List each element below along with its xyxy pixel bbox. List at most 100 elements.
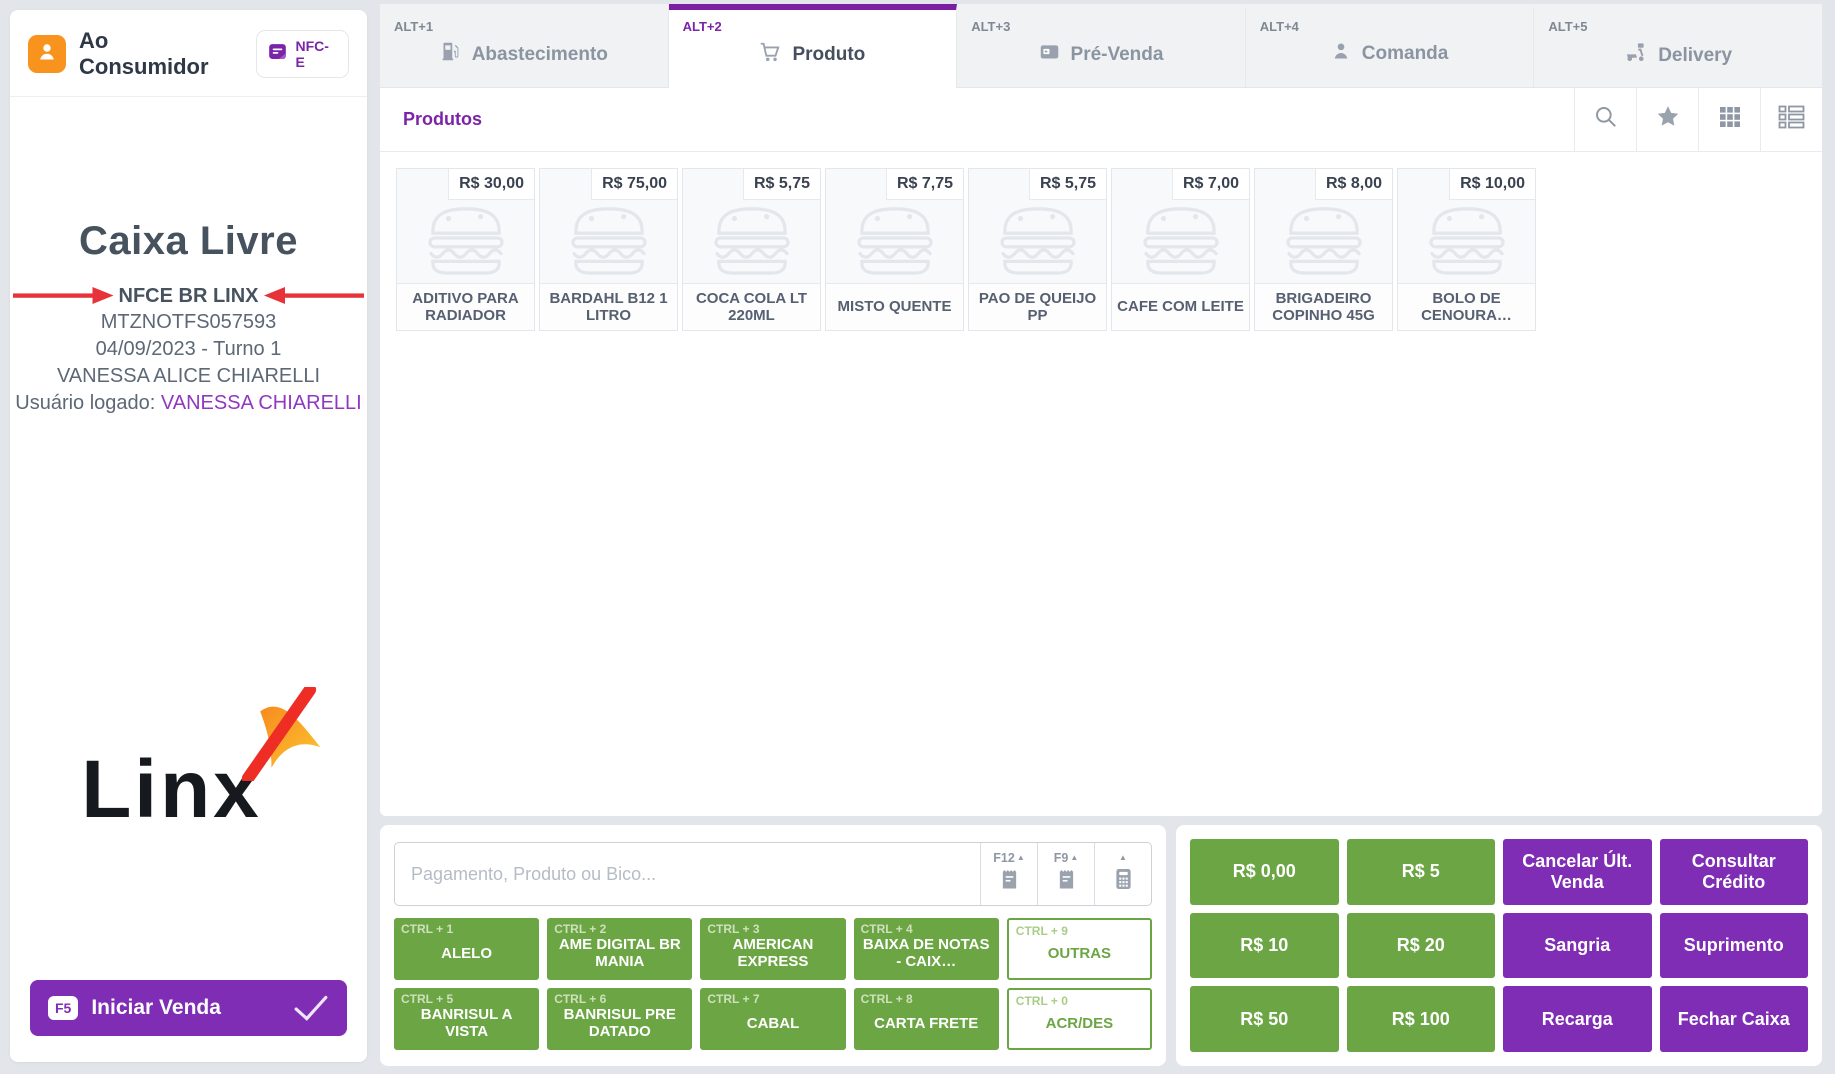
product-card[interactable]: R$ 7,75 MISTO QUENTE [825, 168, 964, 331]
tab-delivery[interactable]: ALT+5 Delivery [1534, 4, 1822, 87]
shortcut-label: CTRL + 1 [401, 922, 454, 936]
cash-value-button-50[interactable]: R$ 50 [1190, 986, 1339, 1052]
cash-value-button-100[interactable]: R$ 100 [1346, 986, 1495, 1052]
product-card[interactable]: R$ 75,00 BARDAHL B12 1 LITRO [539, 168, 678, 331]
command-input-row: F12▲ F9▲ ▲ [394, 842, 1152, 906]
payment-button-ame-digital[interactable]: CTRL + 2 AME DIGITAL BR MANIA [547, 918, 693, 980]
burger-icon [397, 195, 534, 283]
triangle-up-icon: ▲ [1016, 853, 1025, 862]
bottom-bar: F12▲ F9▲ ▲ [380, 825, 1822, 1066]
tab-shortcut: ALT+1 [394, 19, 434, 34]
payment-button-carta-frete[interactable]: CTRL + 8 CARTA FRETE [853, 988, 999, 1050]
divider [10, 96, 367, 97]
product-price-badge: R$ 5,75 [1028, 169, 1106, 200]
cash-value-button-20[interactable]: R$ 20 [1346, 912, 1495, 979]
product-price-badge: R$ 7,75 [885, 169, 963, 200]
product-name: BOLO DE CENOURA… [1398, 283, 1535, 330]
product-name: BRIGADEIRO COPINHO 45G [1255, 283, 1392, 330]
grid-view-button[interactable] [1698, 88, 1760, 151]
payment-label: ACR/DES [1045, 1014, 1114, 1032]
burger-icon [1255, 195, 1392, 283]
tab-label: Abastecimento [471, 43, 608, 65]
product-card[interactable]: R$ 30,00 ADITIVO PARA RADIADOR [396, 168, 535, 331]
user-icon [1331, 41, 1351, 67]
f9-receipt-button[interactable]: F9 ▲ [1037, 843, 1094, 905]
f12-receipt-button[interactable]: F12 ▲ [980, 843, 1037, 905]
payment-button-cabal[interactable]: CTRL + 7 CABAL [700, 988, 846, 1050]
payment-label: AME DIGITAL BR MANIA [558, 936, 681, 970]
payment-button-outras[interactable]: CTRL + 9 OUTRAS [1006, 918, 1152, 980]
tab-pre-venda[interactable]: ALT+3 Pré-Venda [957, 4, 1246, 87]
shortcut-label: CTRL + 9 [1015, 924, 1068, 938]
tab-content: Produto [669, 41, 957, 69]
red-arrow-right-icon [13, 287, 114, 305]
recarga-button[interactable]: Recarga [1503, 986, 1652, 1052]
payment-button-banrisul-a-vista[interactable]: CTRL + 5 BANRISUL A VISTA [394, 988, 540, 1050]
product-card[interactable]: R$ 8,00 BRIGADEIRO COPINHO 45G [1254, 168, 1393, 331]
payment-label: AMERICAN EXPRESS [732, 936, 814, 970]
main-area: ALT+1 Abastecimento ALT+2 Produto ALT+3 [380, 4, 1822, 1070]
tab-produto[interactable]: ALT+2 Produto [668, 4, 958, 88]
grid-view-icon [1718, 105, 1742, 134]
receipt-icon [1057, 867, 1076, 896]
product-card[interactable]: R$ 5,75 PAO DE QUEIJO PP [968, 168, 1107, 331]
action-buttons: R$ 0,00 R$ 5 Cancelar Últ. Venda Consult… [1190, 839, 1808, 1052]
cash-value-button-0[interactable]: R$ 0,00 [1190, 839, 1339, 905]
burger-icon [969, 195, 1106, 283]
product-price-badge: R$ 8,00 [1314, 169, 1392, 200]
payment-button-baixa-de-notas[interactable]: CTRL + 4 BAIXA DE NOTAS - CAIX… [853, 918, 999, 980]
cash-value-button-5[interactable]: R$ 5 [1346, 839, 1495, 905]
product-price-badge: R$ 75,00 [591, 169, 677, 200]
cancel-last-sale-button[interactable]: Cancelar Últ. Venda [1503, 839, 1652, 905]
payment-button-american-express[interactable]: CTRL + 3 AMERICAN EXPRESS [700, 918, 846, 980]
product-card[interactable]: R$ 5,75 COCA COLA LT 220ML [682, 168, 821, 331]
suprimento-button[interactable]: Suprimento [1659, 912, 1808, 979]
linx-logo: Linx [81, 683, 321, 841]
product-card[interactable]: R$ 7,00 CAFE COM LEITE [1111, 168, 1250, 331]
red-arrow-left-icon [263, 287, 364, 305]
product-name: ADITIVO PARA RADIADOR [397, 283, 534, 330]
command-input[interactable] [395, 843, 980, 905]
sangria-button[interactable]: Sangria [1503, 912, 1652, 979]
tab-comanda[interactable]: ALT+4 Comanda [1245, 4, 1535, 87]
tab-shortcut: ALT+5 [1548, 19, 1588, 34]
products-title: Produtos [403, 109, 482, 129]
list-view-button[interactable] [1760, 88, 1822, 151]
sidebar: Ao Consumidor NFC-E Caixa Livre NFCE BR … [10, 10, 367, 1062]
tab-abastecimento[interactable]: ALT+1 Abastecimento [380, 4, 669, 87]
tab-label: Produto [792, 44, 866, 65]
start-sale-button[interactable]: F5 Iniciar Venda [30, 980, 347, 1036]
calculator-button[interactable]: ▲ [1094, 843, 1151, 905]
f12-label: F12 [993, 851, 1015, 865]
fiscal-series-label: NFCE BR LINX [118, 284, 259, 307]
product-price-badge: R$ 5,75 [742, 169, 820, 200]
shortcut-label: CTRL + 6 [554, 992, 607, 1006]
fechar-caixa-button[interactable]: Fechar Caixa [1659, 986, 1808, 1052]
product-name: MISTO QUENTE [826, 283, 963, 330]
consult-credit-button[interactable]: Consultar Crédito [1659, 839, 1808, 905]
calculator-shortcut: ▲ [1119, 852, 1127, 864]
shortcut-label: CTRL + 7 [707, 992, 760, 1006]
favorites-button[interactable] [1636, 88, 1698, 151]
payment-button-alelo[interactable]: CTRL + 1 ALELO [394, 918, 540, 980]
payment-button-banrisul-pre-datado[interactable]: CTRL + 6 BANRISUL PRE DATADO [547, 988, 693, 1050]
f9-label: F9 [1053, 851, 1069, 865]
cash-value-button-10[interactable]: R$ 10 [1190, 912, 1339, 979]
search-button[interactable] [1574, 88, 1636, 151]
payment-button-acr-des[interactable]: CTRL + 0 ACR/DES [1006, 988, 1152, 1050]
product-card[interactable]: R$ 10,00 BOLO DE CENOURA… [1397, 168, 1536, 331]
shortcut-label: CTRL + 0 [1015, 994, 1068, 1008]
payment-label: CARTA FRETE [874, 1014, 979, 1032]
payment-label: OUTRAS [1047, 944, 1112, 962]
shortcut-label: CTRL + 8 [860, 992, 913, 1006]
cart-icon [759, 41, 781, 69]
burger-icon [540, 195, 677, 283]
nfce-badge[interactable]: NFC-E [256, 30, 349, 78]
tab-shortcut: ALT+3 [971, 19, 1011, 34]
person-icon [35, 40, 59, 69]
burger-icon [826, 195, 963, 283]
fuel-pump-icon [440, 41, 461, 68]
shortcut-label: CTRL + 5 [401, 992, 454, 1006]
product-name: BARDAHL B12 1 LITRO [540, 283, 677, 330]
view-controls [1574, 88, 1822, 151]
